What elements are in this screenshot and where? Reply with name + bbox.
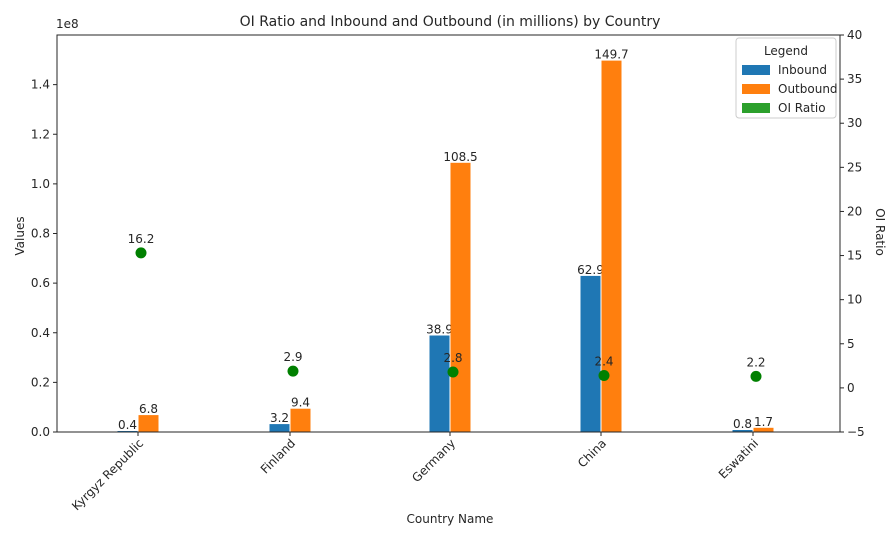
outbound-bar xyxy=(450,162,471,433)
outbound-bar xyxy=(753,427,774,432)
y2-tick-label: 15 xyxy=(847,249,862,263)
oi-ratio-point xyxy=(750,370,762,382)
outbound-data-label: 149.7 xyxy=(594,48,628,62)
oi-ratio-point xyxy=(135,247,147,259)
outbound-bar xyxy=(290,408,311,432)
x-axis-label: Country Name xyxy=(407,512,494,526)
oi-ratio-data-label: 2.2 xyxy=(746,355,765,369)
y-tick-label: 0.8 xyxy=(31,227,50,241)
inbound-bar xyxy=(269,424,290,432)
y-tick-label: 1.2 xyxy=(31,127,50,141)
y2-tick-label: 20 xyxy=(847,204,862,218)
x-tick-label: Finland xyxy=(258,436,298,476)
y-tick-label: 0.6 xyxy=(31,276,50,290)
y2-tick-label: 25 xyxy=(847,160,862,174)
outbound-data-label: 1.7 xyxy=(754,415,773,429)
y-offset-label: 1e8 xyxy=(56,17,79,31)
legend: Legend Inbound Outbound OI Ratio xyxy=(735,37,838,119)
legend-box xyxy=(735,37,837,119)
y2-tick-label: 30 xyxy=(847,116,862,130)
oi-ratio-data-label: 2.4 xyxy=(594,355,613,369)
inbound-data-label: 0.8 xyxy=(733,417,752,431)
y2-tick-label: 0 xyxy=(847,381,855,395)
y2-tick-label: −5 xyxy=(847,425,865,439)
y2-tick-label: 35 xyxy=(847,72,862,86)
outbound-data-label: 108.5 xyxy=(443,150,477,164)
oi-ratio-data-label: 16.2 xyxy=(128,232,155,246)
inbound-data-label: 38.9 xyxy=(426,323,453,337)
oi-ratio-point xyxy=(598,370,610,381)
y-axis-label: Values xyxy=(13,216,27,255)
legend-title: Legend xyxy=(764,44,808,58)
inbound-data-label: 62.9 xyxy=(577,263,604,277)
chart-title: OI Ratio and Inbound and Outbound (in mi… xyxy=(240,14,661,30)
y2-tick-label: 5 xyxy=(847,337,855,351)
y-tick-label: 0.0 xyxy=(31,425,50,439)
inbound-data-label: 3.2 xyxy=(270,411,289,425)
outbound-bar xyxy=(601,60,622,432)
legend-swatch-oi-ratio xyxy=(742,103,770,113)
oi-ratio-point xyxy=(287,365,299,377)
y-tick-label: 0.2 xyxy=(31,375,50,389)
legend-swatch-outbound xyxy=(742,84,770,94)
x-tick-label: China xyxy=(575,436,609,470)
inbound-bar xyxy=(732,430,753,432)
inbound-data-label: 0.4 xyxy=(118,418,137,432)
inbound-bar xyxy=(429,335,450,432)
legend-label-inbound: Inbound xyxy=(778,63,827,77)
y-tick-label: 1.0 xyxy=(31,177,50,191)
outbound-data-label: 6.8 xyxy=(139,402,158,416)
legend-swatch-inbound xyxy=(742,65,770,75)
x-tick-label: Kyrgyz Republic xyxy=(69,436,146,513)
legend-label-oi-ratio: OI Ratio xyxy=(778,101,826,115)
outbound-bar xyxy=(138,415,159,432)
x-tick-label: Eswatini xyxy=(716,436,761,481)
legend-label-outbound: Outbound xyxy=(778,82,838,96)
y2-axis-label: OI Ratio xyxy=(873,208,887,256)
y2-tick-label: 10 xyxy=(847,293,862,307)
oi-ratio-point xyxy=(447,366,459,378)
y-tick-label: 1.4 xyxy=(31,78,50,92)
oi-ratio-data-label: 2.9 xyxy=(283,350,302,364)
outbound-data-label: 9.4 xyxy=(291,396,310,410)
y2-tick-label: 40 xyxy=(847,28,862,42)
y-tick-label: 0.4 xyxy=(31,326,50,340)
inbound-bar xyxy=(580,275,601,432)
oi-ratio-data-label: 2.8 xyxy=(443,351,462,365)
x-tick-label: Germany xyxy=(409,436,458,485)
